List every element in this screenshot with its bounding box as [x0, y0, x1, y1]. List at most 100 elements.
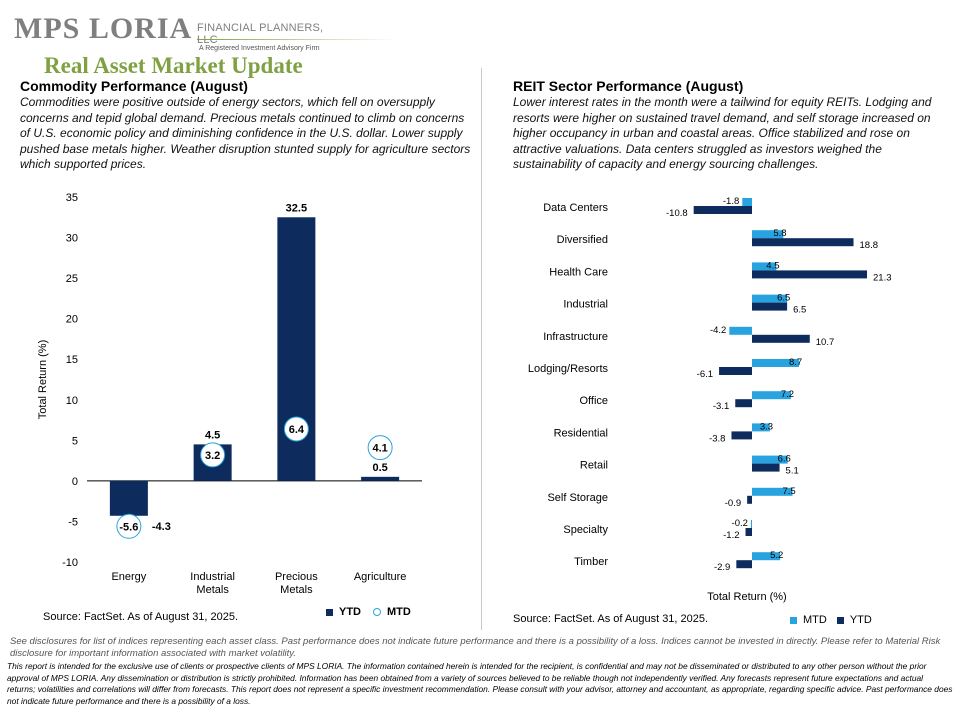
mtd-bar [752, 552, 781, 561]
y-tick-label: 30 [66, 233, 78, 245]
ytd-data-label: 0.5 [372, 462, 387, 474]
y-tick-label: 35 [66, 192, 78, 204]
y-tick-label: 0 [72, 476, 78, 488]
mtd-bar [752, 294, 788, 303]
y-tick-label: 25 [66, 273, 78, 285]
mtd-bar [752, 423, 770, 432]
ytd-bar [731, 431, 752, 440]
page-title: Real Asset Market Update [44, 53, 303, 78]
category-label: Industrial [563, 299, 608, 311]
legend-mtd-swatch [373, 608, 381, 616]
mtd-data-label: -5.6 [119, 521, 138, 533]
legend-ytd-swatch [326, 608, 333, 616]
x-tick-label: Energy [111, 571, 146, 583]
ytd-data-label: -10.8 [666, 208, 688, 219]
mtd-bar [742, 198, 752, 206]
mtd-data-label: 8.7 [789, 357, 802, 368]
mtd-bar [752, 230, 784, 239]
legend-ytd-label: YTD [339, 606, 361, 618]
y-tick-label: 5 [72, 435, 78, 447]
ytd-data-label: 21.3 [873, 272, 892, 283]
reit-heading: REIT Sector Performance (August) [513, 78, 744, 94]
category-label: Self Storage [547, 492, 608, 504]
ytd-bar [735, 399, 752, 408]
ytd-bar [752, 302, 788, 311]
category-label: Diversified [557, 234, 608, 246]
company-logo: MPS LORIA FINANCIAL PLANNERS, LLC A Regi… [14, 8, 397, 54]
commodity-heading: Commodity Performance (August) [20, 78, 248, 94]
ytd-data-label: -6.1 [697, 369, 713, 380]
ytd-data-label: 10.7 [816, 337, 835, 348]
mtd-bar [752, 262, 777, 271]
ytd-data-label: 18.8 [860, 240, 879, 251]
y-tick-label: 15 [66, 354, 78, 366]
mtd-data-label: 7.5 [783, 486, 796, 497]
x-tick-label: Industrial [190, 571, 235, 583]
reit-chart: Data Centers -1.8 -10.8 Diversified 5.8 18.8 H… [528, 196, 892, 603]
mtd-marker [200, 442, 226, 468]
ytd-bar [719, 367, 752, 375]
category-label: Lodging/Resorts [528, 363, 609, 375]
mtd-data-label: 3.3 [760, 421, 773, 432]
mtd-bar [752, 455, 788, 464]
commodity-legend: YTD MTD [326, 606, 411, 618]
mtd-data-label: -4.2 [710, 325, 726, 336]
ytd-bar [693, 206, 752, 214]
mtd-bar [729, 326, 752, 335]
ytd-data-label: -1.2 [723, 530, 739, 541]
disclaimer-indices: See disclosures for list of indices repr… [10, 636, 941, 659]
mtd-data-label: 7.2 [781, 389, 794, 400]
y-tick-label: -10 [62, 557, 78, 569]
y-tick-label: 10 [66, 395, 78, 407]
ytd-data-label: -0.9 [725, 498, 741, 509]
logo-subtitle: FINANCIAL PLANNERS, LLC [197, 22, 324, 46]
section-divider [481, 68, 482, 630]
category-label: Health Care [549, 266, 608, 278]
mtd-data-label: 6.4 [289, 424, 305, 436]
ytd-bar [752, 270, 868, 279]
y-axis-label: Total Return (%) [37, 340, 49, 419]
mtd-data-label: 6.6 [778, 454, 791, 465]
mtd-data-label: 6.5 [777, 293, 790, 304]
x-axis-label: Total Return (%) [707, 591, 786, 603]
ytd-bar [109, 480, 148, 516]
mtd-data-label: -0.2 [732, 518, 748, 529]
ytd-bar [752, 238, 854, 247]
mtd-marker [116, 513, 142, 539]
ytd-data-label: 32.5 [286, 202, 307, 214]
mtd-data-label: 5.2 [770, 550, 783, 561]
mtd-bar [750, 520, 752, 528]
mtd-data-label: 5.8 [773, 228, 786, 239]
category-label: Specialty [563, 524, 608, 536]
category-label: Timber [574, 556, 608, 568]
mtd-data-label: 4.5 [766, 260, 779, 271]
ytd-data-label: -3.1 [713, 401, 729, 412]
legend-mtd-label: MTD [803, 614, 827, 626]
commodity-source: Source: FactSet. As of August 31, 2025. [43, 611, 239, 623]
mtd-bar [752, 391, 791, 400]
reit-source: Source: FactSet. As of August 31, 2025. [513, 613, 709, 625]
x-tick-label: Precious [275, 571, 318, 583]
mtd-data-label: -1.8 [723, 196, 739, 207]
ytd-bar [745, 528, 752, 536]
mtd-marker [367, 435, 393, 461]
ytd-bar [736, 560, 752, 569]
logo-divider [197, 39, 397, 40]
mtd-bar [752, 487, 793, 496]
logo-tagline: A Registered Investment Advisory Firm [199, 45, 320, 52]
category-label: Infrastructure [543, 331, 608, 343]
ytd-data-label: -3.8 [709, 433, 725, 444]
ytd-bar [752, 463, 780, 472]
mtd-bar [752, 359, 799, 367]
legend-mtd-label: MTD [387, 606, 411, 618]
reit-legend: MTD YTD [790, 614, 872, 626]
logo-wordmark: MPS LORIA [14, 12, 193, 45]
x-tick-label: Metals [280, 584, 313, 596]
y-tick-label: -5 [68, 516, 78, 528]
x-tick-label: Metals [196, 584, 229, 596]
category-label: Office [579, 395, 608, 407]
commodity-chart: -10 -5 0 5 10 15 20 25 30 35 Total Return (%) -4.3 -… [37, 192, 422, 596]
mtd-data-label: 4.1 [372, 443, 387, 455]
ytd-data-label: 5.1 [786, 466, 799, 477]
ytd-data-label: 4.5 [205, 429, 220, 441]
